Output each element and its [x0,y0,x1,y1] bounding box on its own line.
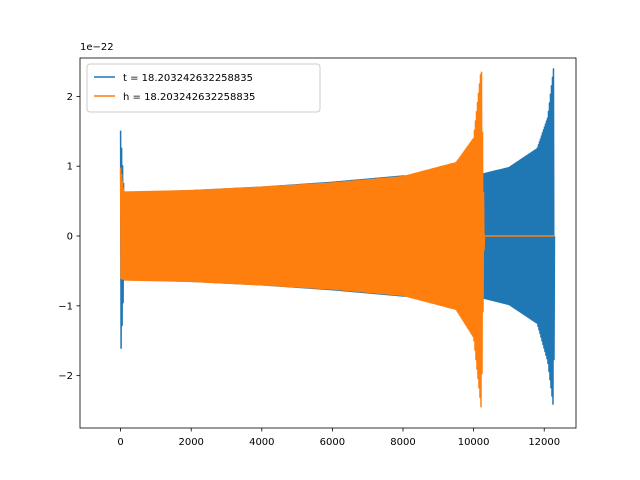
x-axis: 0 2000 4000 6000 8000 10000 12000 [117,428,560,448]
y-tick-label: 1 [67,162,73,173]
x-tick-label: 2000 [178,437,203,448]
y-axis: −2 −1 0 1 2 [58,92,80,382]
x-tick-label: 6000 [320,437,345,448]
y-tick-label: −1 [58,301,73,312]
x-tick-label: 12000 [528,437,560,448]
y-tick-label: −2 [58,371,73,382]
x-tick-label: 10000 [458,437,490,448]
axes-frame [79,57,577,429]
y-tick-label: 2 [67,92,73,103]
plot-area [119,68,556,408]
legend-label: h = 18.203242632258835 [123,92,255,103]
y-tick-label: 0 [67,232,73,243]
legend-label: t = 18.203242632258835 [123,73,253,84]
legend-box [86,63,321,113]
legend: t = 18.203242632258835 h = 18.20324263225… [86,63,321,113]
y-offset-label: 1e−22 [80,42,114,53]
x-tick-label: 4000 [249,437,274,448]
series-line-2 [119,71,555,408]
x-tick-label: 0 [117,437,123,448]
x-tick-label: 8000 [390,437,415,448]
